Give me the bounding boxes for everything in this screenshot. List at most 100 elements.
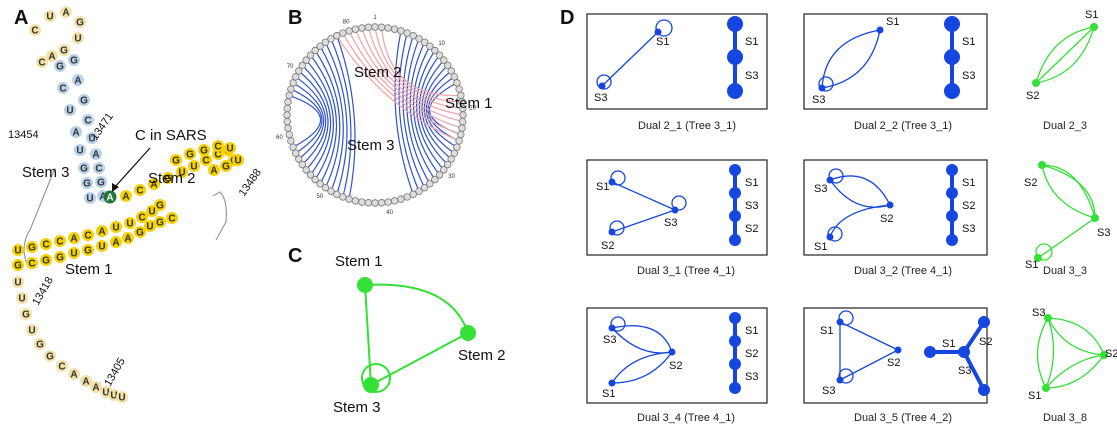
ring-bead	[390, 25, 399, 33]
ring-bead	[403, 29, 411, 37]
c-in-sars-label: C in SARS	[135, 127, 207, 144]
ring-bead	[444, 160, 452, 169]
stem3-arc	[305, 59, 334, 180]
nucleotide-letter: U	[226, 144, 233, 155]
stem1-arc	[394, 30, 414, 195]
nucleotide-letter: U	[14, 246, 21, 257]
nucleotide-bead	[58, 44, 70, 56]
tree-label: S1	[745, 36, 758, 48]
c-graph-edges	[361, 283, 469, 393]
self-loop	[610, 170, 626, 186]
ring-bead	[316, 180, 324, 188]
panel-d-label: D	[560, 7, 574, 29]
nucleotide-letter: U	[46, 12, 53, 23]
nucleotide-letter: U	[66, 106, 73, 117]
ring-bead	[302, 166, 310, 174]
nucleotide-letter: G	[156, 218, 164, 229]
ring-bead	[285, 130, 293, 139]
tree-node	[944, 49, 960, 65]
stem2-arc	[336, 35, 460, 142]
d-cell-dual-3-2: S3 S2 S1 S1 S2 S3 Dual 3_2 (Tree 4_1)	[803, 159, 988, 277]
ring-bead	[311, 46, 319, 55]
b-stem1-label: Stem 1	[445, 95, 493, 112]
d-cell-dual-3-5: S1 S3 S2 S1 S2 S3 Dual 3_5 (Tree 4_2)	[803, 307, 992, 424]
nucleotide-letter: U	[102, 388, 109, 399]
ring-tick-label: 60	[276, 135, 283, 141]
nucleotide-bead	[122, 232, 134, 244]
ring-bead	[415, 35, 423, 43]
nucleotide-bead	[188, 160, 200, 172]
stem3-arc	[290, 88, 323, 154]
nucleotide-letter: G	[186, 150, 194, 161]
c-stem1-label: Stem 1	[335, 253, 383, 270]
nucleotide-bead	[54, 251, 66, 263]
stem3-label: Stem 3	[22, 164, 70, 181]
dual-label: S3	[603, 334, 616, 346]
ring-bead	[295, 155, 303, 163]
dual-label: S3	[1097, 227, 1110, 239]
ring-bead	[426, 180, 434, 188]
tree-label: S3	[745, 70, 758, 82]
dual-node	[1032, 79, 1040, 87]
ring-bead	[371, 199, 379, 207]
self-loop	[671, 195, 687, 211]
panel-a: A CUAGUGACGCUAUGGUGAGCUACGAACAGUUCCCCGAG…	[8, 6, 264, 404]
nucleotide-letter: A	[112, 238, 119, 249]
nucleotide-letter: C	[42, 240, 49, 251]
ring-bead	[371, 23, 379, 31]
ring-bead	[377, 23, 386, 31]
ring-bead	[459, 111, 467, 119]
nucleotide-bead	[36, 56, 48, 68]
stem1-arc	[406, 38, 431, 185]
c-loop-stem3	[361, 363, 391, 393]
dual-label: S2	[1026, 90, 1039, 102]
nucleotide-bead	[44, 350, 56, 362]
nucleotide-letter: G	[42, 256, 50, 267]
pos-13471: 13471	[89, 111, 116, 143]
nucleotide-letter: A	[62, 8, 69, 19]
tree-label: S1	[745, 177, 758, 189]
ring-tick-label: 10	[438, 41, 445, 47]
nucleotide-bead	[40, 254, 52, 266]
highlight-letter: A	[106, 193, 113, 204]
nucleotide-bead	[198, 144, 210, 156]
ring-bead	[284, 124, 292, 132]
nucleotide-bead	[80, 375, 92, 387]
nucleotide-bead	[12, 259, 24, 271]
nucleotide-bead	[78, 94, 90, 106]
nucleotide-bead	[29, 24, 41, 36]
nucleotide-bead	[154, 199, 166, 211]
nucleotide-letter: C	[214, 142, 221, 153]
ring-tick-label: 20	[469, 106, 476, 112]
backbone-right	[212, 191, 227, 241]
d-caption: Dual 3_8	[1043, 412, 1087, 424]
backbone-left	[23, 167, 56, 263]
d-cell-dual-2-3: S1 S2 Dual 2_3	[1026, 9, 1098, 132]
nucleotide-bead	[232, 154, 244, 166]
nucleotide-bead	[78, 162, 90, 174]
nucleotide-letter: U	[234, 156, 241, 167]
nucleotide-letter: U	[112, 223, 119, 234]
nucleotide-bead	[12, 244, 24, 256]
ring-bead	[447, 155, 455, 163]
ring-bead	[284, 98, 292, 106]
nucleotide-bead	[82, 114, 94, 126]
nucleotide-letter: G	[80, 164, 88, 175]
ring-bead	[455, 137, 463, 145]
ring-bead	[321, 184, 330, 192]
d-cell-dual-2-1: S1 S3 S1 S3 Dual 2_1 (Tree 3_1)	[586, 13, 768, 132]
nucleotide-bead	[64, 104, 76, 116]
dual-label: S1	[886, 16, 899, 28]
ring-bead	[409, 190, 417, 198]
circular-plot-arcs	[289, 26, 464, 200]
d-cell-frame	[586, 13, 768, 110]
nucleotide-letter: C	[84, 116, 91, 127]
c-stem2-label: Stem 2	[458, 347, 506, 364]
panel-c-label: C	[288, 245, 302, 267]
stem3-arc	[324, 42, 348, 195]
nucleotide-letter: C	[138, 213, 145, 224]
nucleotide-letter: U	[74, 34, 81, 45]
nucleotide-letter: U	[18, 294, 25, 305]
ring-bead	[403, 193, 411, 201]
tree-label: S2	[962, 200, 975, 212]
